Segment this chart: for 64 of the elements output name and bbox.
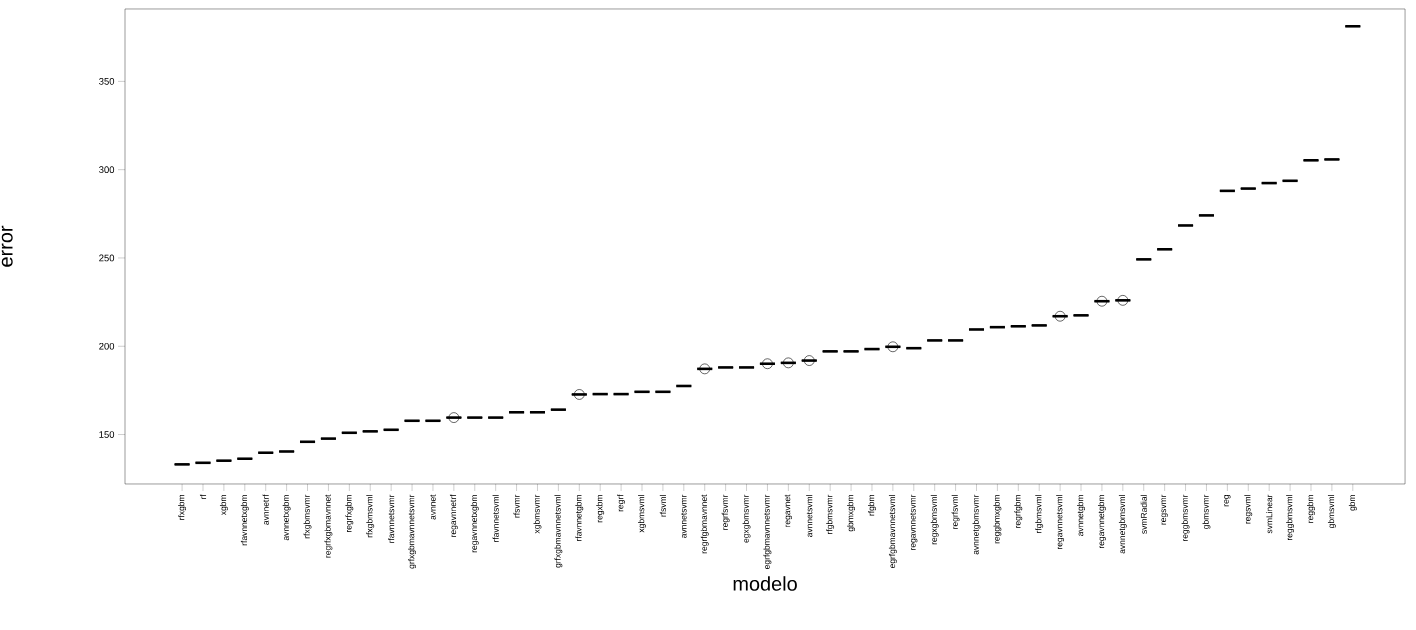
x-tick-label: avnnetsvmr bbox=[681, 494, 687, 538]
x-tick-label: avnnetsvml bbox=[806, 495, 813, 537]
x-tick-label: regrfgbmavnnet bbox=[700, 494, 709, 554]
x-tick-label: gbmxgbm bbox=[847, 495, 855, 532]
x-tick-label: rfgbmsvmr bbox=[826, 494, 835, 534]
x-tick-label: regavnnetgbm bbox=[1097, 495, 1106, 549]
x-tick-label: reggbm bbox=[1307, 495, 1315, 523]
x-tick-label: regavnnetrf bbox=[449, 494, 458, 537]
x-tick-label: xgbmsvmr bbox=[533, 494, 542, 534]
x-tick-label: reggbmsvml bbox=[1286, 495, 1295, 541]
x-tick-label: reggbmsvmr bbox=[1181, 494, 1190, 541]
x-tick-label: regavnnetsvmr bbox=[910, 494, 918, 550]
x-tick-label: rfxgbmsvml bbox=[366, 495, 375, 538]
x-tick-label: rfsvmr bbox=[513, 494, 520, 518]
x-tick-label: avnnetrf bbox=[262, 494, 269, 525]
x-tick-label: regrf bbox=[617, 494, 626, 512]
x-tick-label: rfxgbm bbox=[178, 495, 187, 520]
x-tick-label: gbmsvmr bbox=[1202, 494, 1211, 529]
x-tick-label: regrfsvmr bbox=[721, 494, 730, 530]
x-tick-label: regavnet bbox=[784, 494, 792, 527]
x-tick-label: rfgbm bbox=[868, 495, 876, 516]
x-tick-label: reg bbox=[1224, 495, 1231, 507]
x-tick-label: regrfsvml bbox=[951, 495, 960, 529]
x-tick-label: avnnetgbmsvmr bbox=[972, 494, 981, 555]
x-tick-label: reggbmxgbm bbox=[993, 495, 1002, 544]
x-tick-label: rf bbox=[199, 494, 207, 500]
x-tick-label: rfavnnetgbm bbox=[575, 495, 584, 542]
y-tick-label: 350 bbox=[99, 78, 115, 85]
x-tick-label: egxgbmsvmr bbox=[742, 494, 751, 543]
x-tick-label: svmLinear bbox=[1266, 494, 1273, 534]
x-tick-label: grfxgbmavnnetsvmr bbox=[408, 494, 416, 569]
x-tick-label: regrfxgbm bbox=[345, 495, 354, 533]
x-tick-label: avnnet bbox=[430, 494, 436, 520]
x-tick-label: rfavnnetxgbm bbox=[240, 495, 249, 546]
x-tick-label: regavnnetsvml bbox=[1056, 495, 1065, 550]
y-axis-title: error bbox=[1, 225, 13, 267]
x-axis-title: modelo bbox=[733, 576, 797, 591]
x-tick-label: gbm bbox=[1348, 495, 1357, 511]
x-tick-label: rfxgbmsvmr bbox=[303, 494, 312, 539]
y-tick-label: 200 bbox=[99, 342, 115, 350]
x-tick-label: rfavnnetsvml bbox=[492, 495, 499, 542]
x-tick-label: egrfgbmavnnetsvml bbox=[888, 495, 897, 569]
x-tick-label: regsvmr bbox=[1161, 494, 1168, 525]
x-tick-label: rfsvml bbox=[659, 495, 667, 517]
x-tick-label: xgbmsvml bbox=[638, 495, 646, 533]
x-tick-label: avnnetgbmsvml bbox=[1118, 495, 1127, 554]
x-tick-label: regavnnetxgbm bbox=[470, 495, 479, 553]
y-tick-label: 300 bbox=[99, 166, 115, 174]
x-tick-label: regsvml bbox=[1244, 495, 1253, 524]
y-tick-label: 250 bbox=[99, 254, 115, 262]
x-tick-label: regrfxgbmavnnet bbox=[324, 494, 333, 558]
x-tick-label: rfgbmsvml bbox=[1035, 495, 1044, 533]
x-tick-label: gbmsvml bbox=[1327, 495, 1336, 529]
x-tick-label: xgbm bbox=[219, 495, 228, 516]
x-tick-label: svmRadial bbox=[1140, 495, 1147, 534]
y-tick-label: 150 bbox=[99, 431, 115, 438]
x-tick-label: avnnetxgbm bbox=[282, 495, 291, 541]
x-tick-label: grfxgbmavnnetsvml bbox=[554, 495, 563, 568]
x-tick-label: avnnetgbm bbox=[1077, 495, 1085, 537]
x-tick-label: egrfgbmavnnetsvmr bbox=[763, 494, 772, 569]
x-tick-label: regrfgbm bbox=[1014, 495, 1023, 528]
x-tick-label: rfavnnetsvmr bbox=[388, 494, 395, 543]
x-tick-label: regxgbmsvml bbox=[930, 495, 939, 545]
x-tick-label: regxbm bbox=[596, 495, 605, 523]
